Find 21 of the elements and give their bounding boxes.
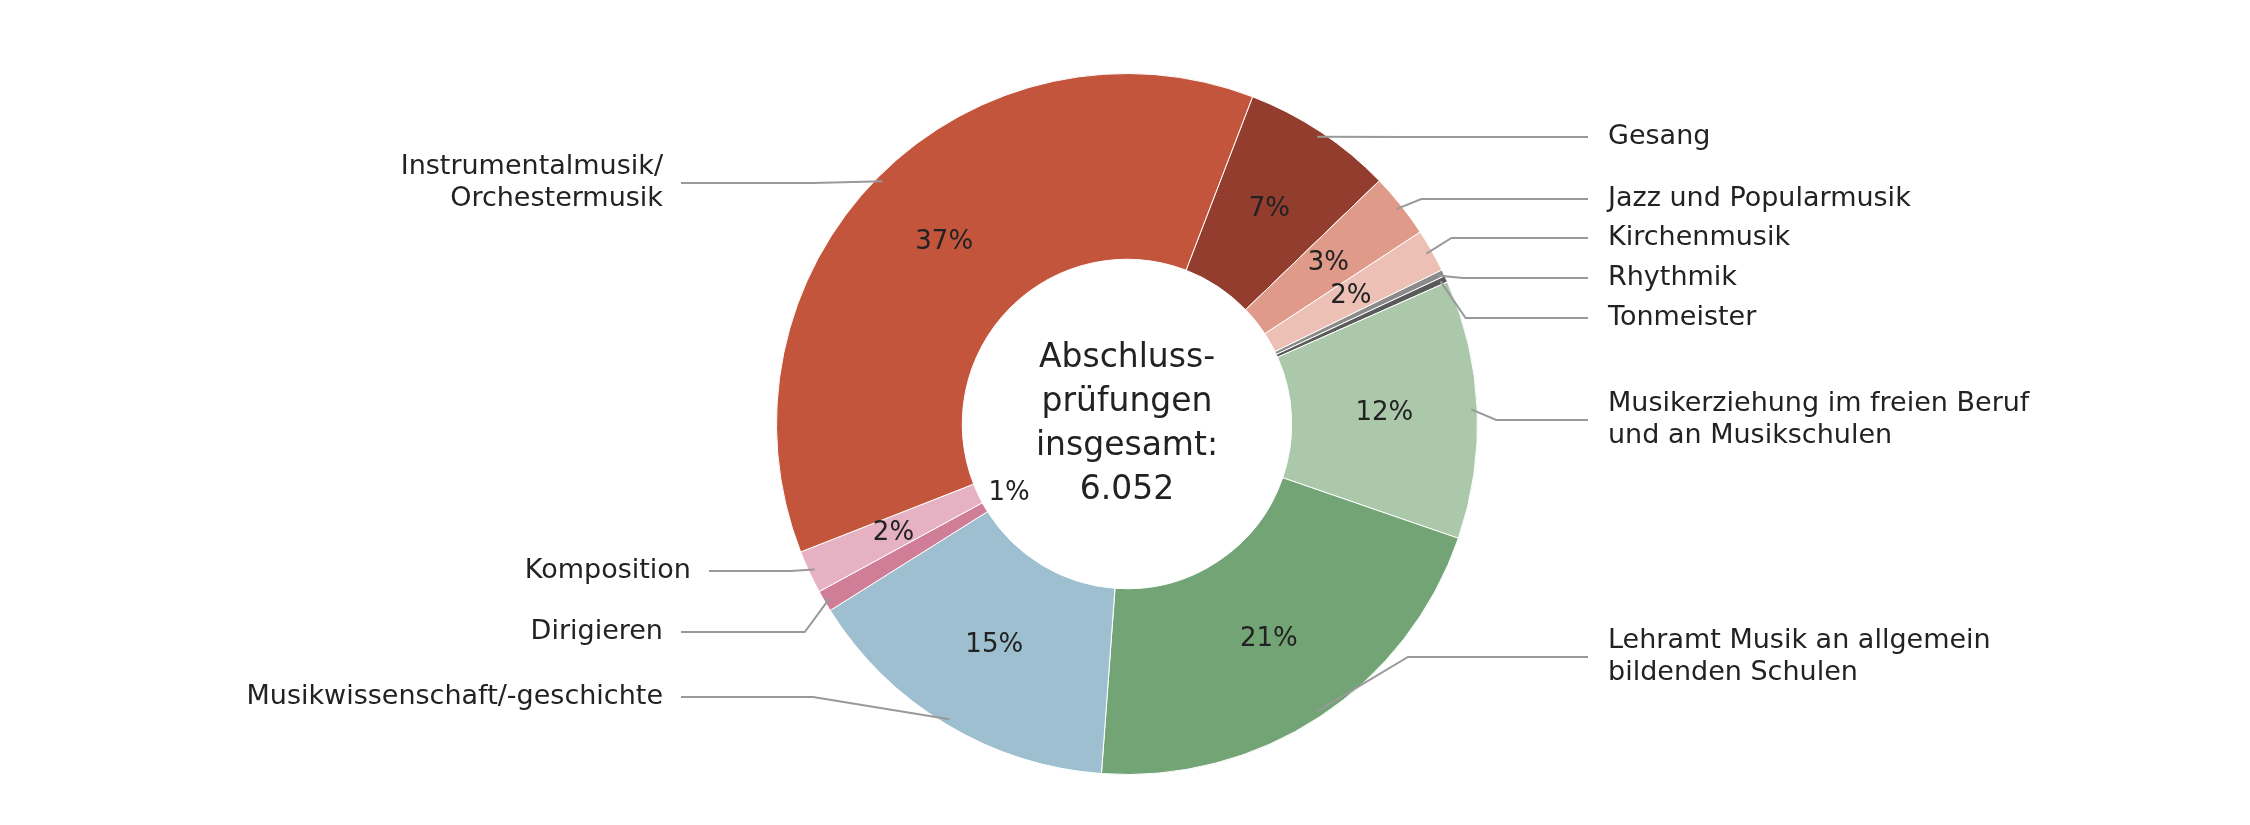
slice-label: Komposition xyxy=(524,553,691,585)
data-label: 2% xyxy=(1330,279,1372,310)
data-label: 2% xyxy=(872,515,915,546)
data-label: 15% xyxy=(965,627,1024,658)
slice-label: Gesang xyxy=(1608,119,1711,151)
data-label: 7% xyxy=(1248,191,1290,222)
slice-label: Lehramt Musik an allgemein bildenden Schulen xyxy=(1608,623,1991,687)
slice-label: Tonmeister xyxy=(1607,300,1758,332)
text: Abschluss- prüfungen insgesamt: 6.052 xyxy=(1035,336,1219,507)
data-label: 3% xyxy=(1307,246,1350,277)
slice-label: Musikwissenschaft/-geschichte xyxy=(246,679,663,711)
data-label: 12% xyxy=(1355,395,1414,426)
data-label: 37% xyxy=(915,225,974,256)
data-label: 21% xyxy=(1239,621,1298,652)
slice-label: Jazz und Popularmusik xyxy=(1606,181,1912,213)
slice-label: Dirigieren xyxy=(530,614,663,646)
data-label: 1% xyxy=(988,475,1030,506)
slice-label: Kirchenmusik xyxy=(1608,220,1791,252)
slice-label: Rhythmik xyxy=(1608,260,1738,292)
slice-label: Musikerziehung im freien Beruf und an Musikschulen xyxy=(1608,386,2031,450)
slice-label: Instrumentalmusik/ Orchestermusik xyxy=(400,149,664,213)
